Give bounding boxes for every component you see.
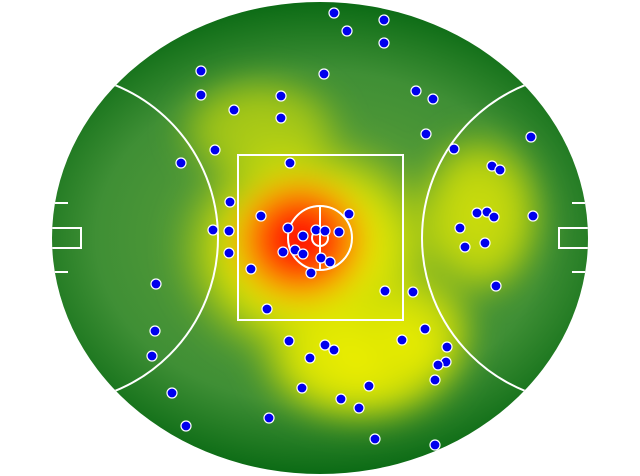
point	[150, 278, 162, 290]
point	[441, 341, 453, 353]
point	[369, 433, 381, 445]
point	[318, 68, 330, 80]
point	[166, 387, 178, 399]
point	[297, 230, 309, 242]
point	[419, 323, 431, 335]
point	[448, 143, 460, 155]
point	[277, 246, 289, 258]
point	[427, 93, 439, 105]
point	[341, 25, 353, 37]
point	[195, 89, 207, 101]
point	[459, 241, 471, 253]
point	[407, 286, 419, 298]
point	[146, 350, 158, 362]
point	[396, 334, 408, 346]
point	[319, 339, 331, 351]
point	[343, 208, 355, 220]
point	[328, 7, 340, 19]
point	[263, 412, 275, 424]
point	[275, 90, 287, 102]
point	[195, 65, 207, 77]
point	[479, 237, 491, 249]
point	[335, 393, 347, 405]
point	[297, 248, 309, 260]
point	[245, 263, 257, 275]
point	[296, 382, 308, 394]
point	[379, 285, 391, 297]
point	[149, 325, 161, 337]
point	[328, 344, 340, 356]
point	[255, 210, 267, 222]
point	[429, 374, 441, 386]
point	[223, 225, 235, 237]
point	[283, 335, 295, 347]
point	[429, 439, 441, 451]
point	[454, 222, 466, 234]
point	[315, 252, 327, 264]
point	[525, 131, 537, 143]
point	[180, 420, 192, 432]
point	[363, 380, 375, 392]
point	[527, 210, 539, 222]
point	[282, 222, 294, 234]
point	[304, 352, 316, 364]
point	[319, 225, 331, 237]
point	[275, 112, 287, 124]
point	[353, 402, 365, 414]
point	[207, 224, 219, 236]
point	[175, 157, 187, 169]
point	[305, 267, 317, 279]
point	[432, 359, 444, 371]
point	[223, 247, 235, 259]
point	[488, 211, 500, 223]
point	[420, 128, 432, 140]
point	[490, 280, 502, 292]
point	[410, 85, 422, 97]
point	[209, 144, 221, 156]
point	[333, 226, 345, 238]
point	[224, 196, 236, 208]
point	[378, 37, 390, 49]
point	[261, 303, 273, 315]
point	[324, 256, 336, 268]
point	[228, 104, 240, 116]
point	[378, 14, 390, 26]
point	[284, 157, 296, 169]
point	[471, 207, 483, 219]
point	[494, 164, 506, 176]
